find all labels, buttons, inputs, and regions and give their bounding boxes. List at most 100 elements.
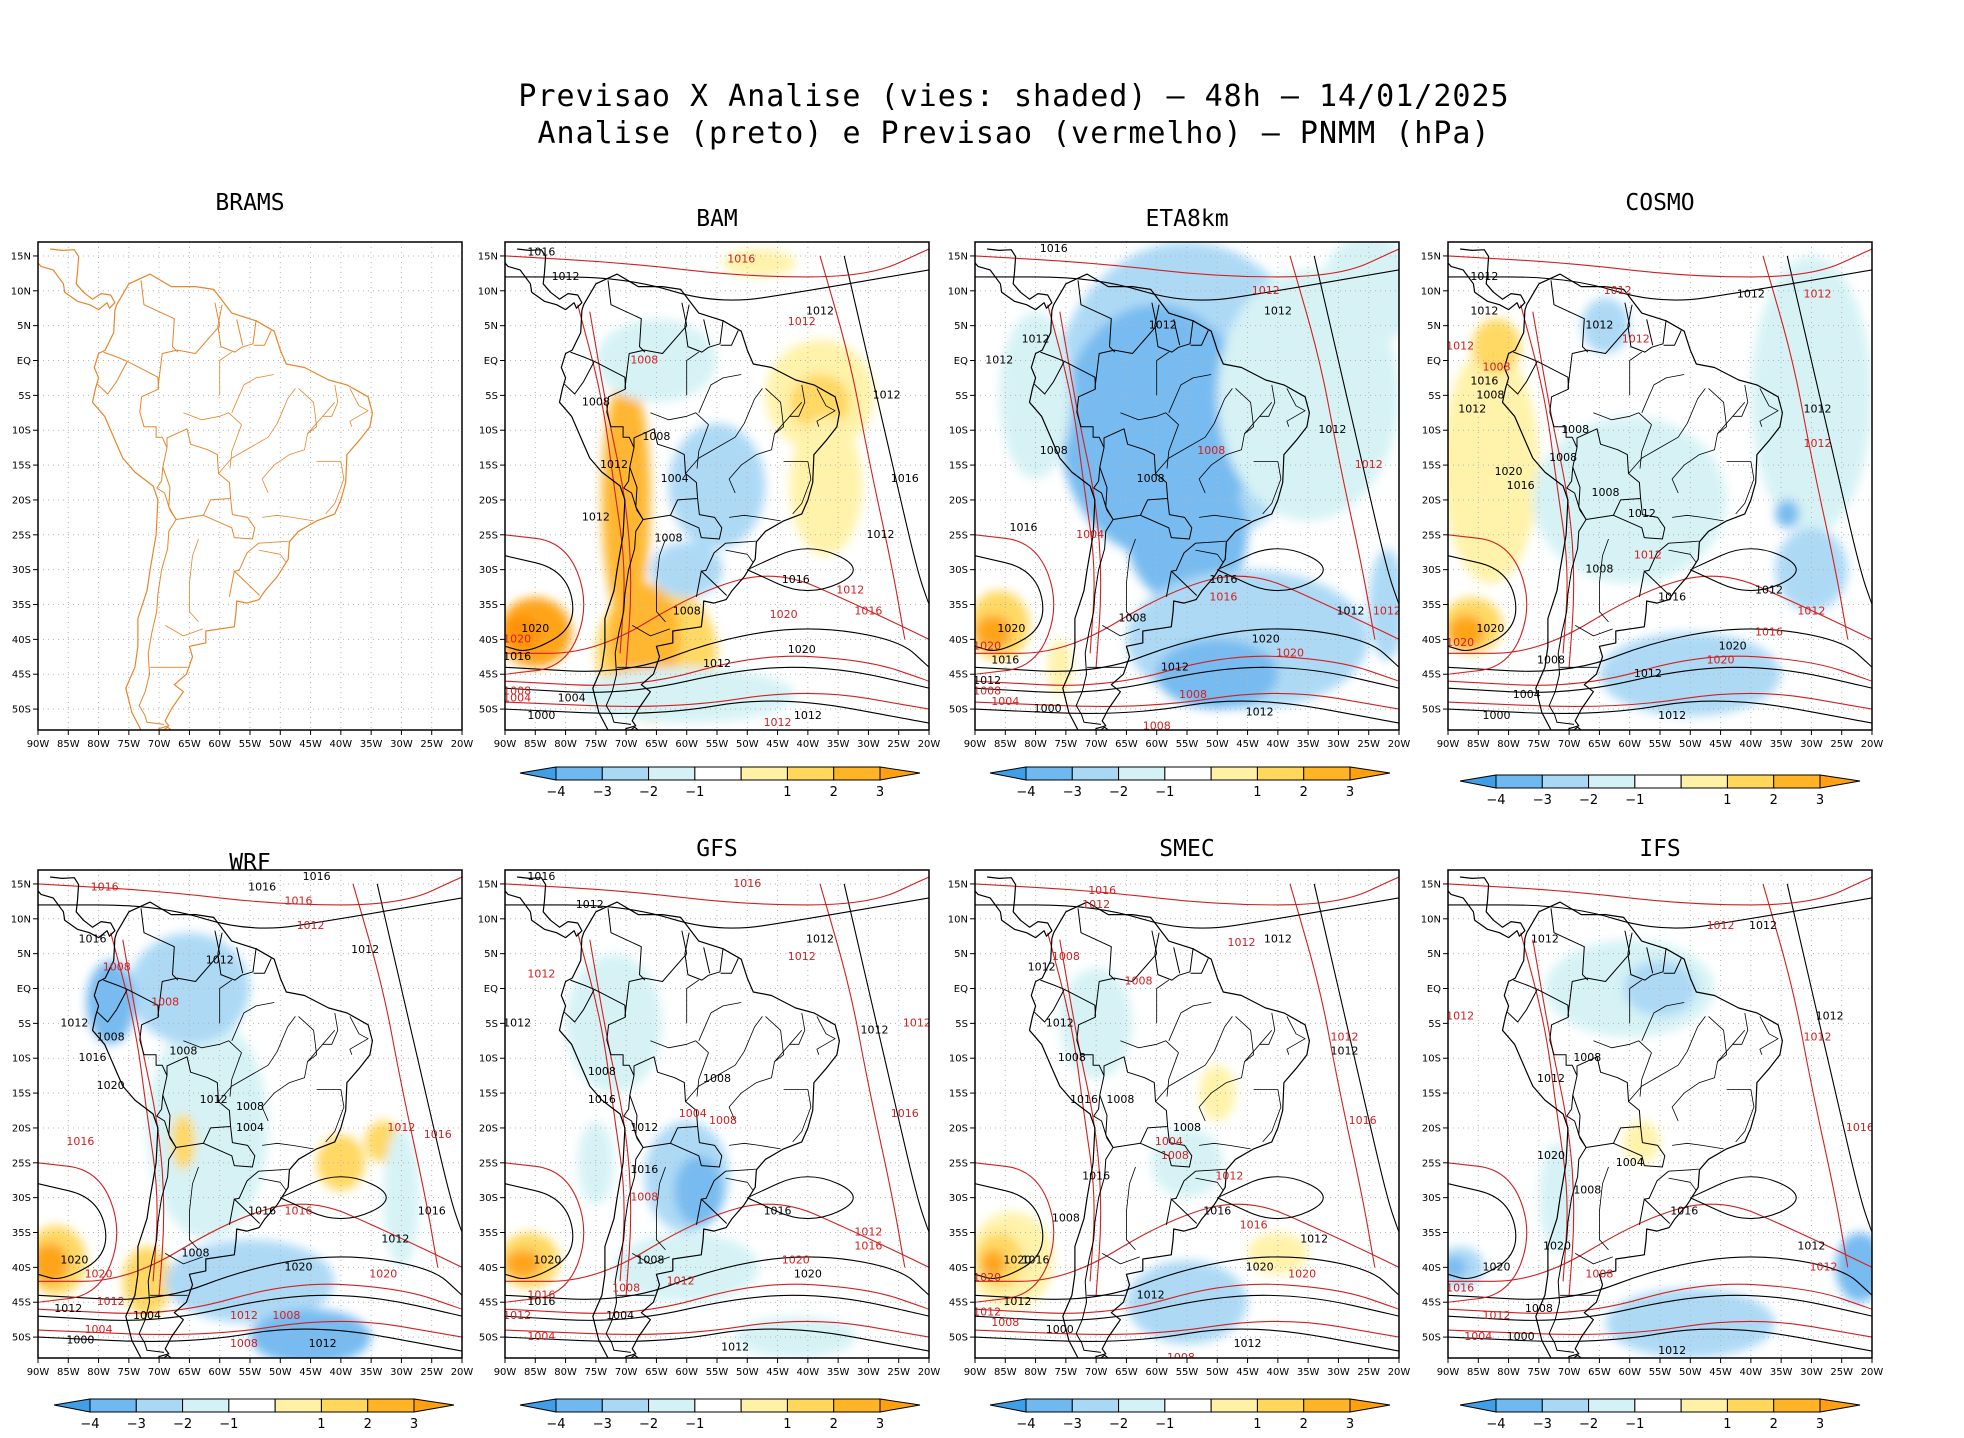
lon-tick-label: 50W [1679,739,1702,750]
colorbar-tick-label: 1 [1253,1417,1261,1432]
country-border [233,1170,261,1224]
lon-tick-label: 85W [524,1367,547,1378]
lon-tick-label: 85W [57,1367,80,1378]
analysis-isobar [505,1294,929,1321]
lon-tick-label: 55W [239,1367,262,1378]
lat-tick-label: 50S [1422,705,1441,716]
lat-tick-label: 15S [949,1089,968,1100]
colorbar-tick-label: 2 [1300,1417,1308,1432]
state-border [298,388,318,435]
colorbar-segment [1025,766,1073,781]
colorbar-segment [1118,766,1166,781]
state-border [1671,1082,1700,1122]
analysis-isobar [1216,548,1324,592]
lon-tick-label: 55W [706,1367,729,1378]
isobar-label: 1012 [351,943,379,956]
isobar-label: 1008 [503,685,531,698]
lat-tick-label: 10N [478,286,498,297]
state-border [1198,1082,1227,1122]
country-border [605,1115,644,1353]
country-border [1513,979,1569,1018]
analysis-isobar [746,548,854,592]
forecast-isobar [975,534,1055,675]
isobar-label: 1012 [1300,1232,1328,1245]
bias-patch [975,614,1012,650]
lat-tick-label: EQ [954,984,968,995]
forecast-isobar [505,655,929,686]
bias-patch [668,423,766,549]
isobar-label: 1004 [1464,1330,1492,1343]
isobar-label: 1016 [1658,591,1686,604]
isobar-label: 1008 [582,395,610,408]
state-border [1120,1040,1179,1053]
forecast-isobar [110,932,158,1282]
lon-tick-label: 85W [524,739,547,750]
isobar-label: 1016 [66,1135,94,1148]
colorbar-segment [1634,1398,1682,1413]
lon-tick-label: 20W [918,1367,941,1378]
isobar-label: 1012 [867,528,895,541]
isobar-label: 1012 [1803,437,1831,450]
state-border [1759,388,1779,427]
lat-tick-label: 50S [1422,1333,1441,1344]
lat-tick-label: 5N [1427,949,1441,960]
bias-patch [614,1232,760,1303]
isobar-label: 1012 [1482,1309,1510,1322]
bias-patch [1750,255,1872,535]
lon-tick-label: 70W [1085,739,1108,750]
lat-tick-label: 50S [479,705,498,716]
lat-tick-label: 10N [1421,286,1441,297]
bias-patch [383,1127,420,1268]
forecast-isobar [577,932,625,1282]
colorbar-tick-label: 2 [830,1417,838,1432]
colorbar-segment [694,766,742,781]
colorbar-segment [1726,1398,1775,1413]
isobar-label: 1008 [181,1246,209,1259]
isobar-label: 1016 [630,1163,658,1176]
isobar-label: 1008 [1525,1302,1553,1315]
colorbar-tick-label: 1 [783,785,791,800]
analysis-isobar [1448,269,1872,301]
isobar-label: 1012 [600,458,628,471]
lon-tick-label: 45W [299,739,322,750]
country-border [1034,361,1065,395]
isobar-label: 1016 [891,472,919,485]
state-border [725,540,756,544]
lat-tick-label: 5N [484,949,498,960]
country-border [670,1126,723,1168]
isobar-label: 1012 [503,1309,531,1322]
lon-tick-label: 70W [148,1367,171,1378]
country-border [1077,908,1116,981]
isobar-label: 1012 [1082,898,1110,911]
lat-tick-label: 10N [11,286,31,297]
isobar-label: 1016 [527,1288,555,1301]
state-border [188,1166,199,1251]
isobar-label: 1016 [284,1205,312,1218]
lat-tick-label: 50S [12,705,31,716]
lat-tick-label: 45S [949,670,968,681]
lon-tick-label: 60W [675,1367,698,1378]
isobar-label: 1004 [85,1323,113,1336]
isobar-label: 1004 [1616,1156,1644,1169]
forecast-isobar [38,1283,462,1314]
lat-tick-label: 15S [12,461,31,472]
isobar-label: 1012 [1330,1044,1358,1057]
country-border [1507,989,1538,1023]
colorbar-tick-label: −4 [1486,1417,1505,1432]
lat-tick-label: 15N [1421,251,1441,262]
analysis-isobar [1786,883,1872,1234]
state-border [686,979,700,1024]
forecast-isobar [505,876,929,906]
bias-patch [1448,614,1485,650]
isobar-label: 1008 [630,354,658,367]
isobar-label: 1016 [527,870,555,883]
bias-patch [38,1242,69,1285]
country-border [1190,958,1209,974]
isobar-label: 1012 [1797,1239,1825,1252]
isobar-label: 1016 [248,880,276,893]
country-border [97,989,128,1023]
isobar-label: 1012 [1028,961,1056,974]
country-border [570,351,626,390]
colorbar-smec: −4−3−2−11234 [988,1398,1400,1438]
forecast-isobar [975,655,1399,686]
